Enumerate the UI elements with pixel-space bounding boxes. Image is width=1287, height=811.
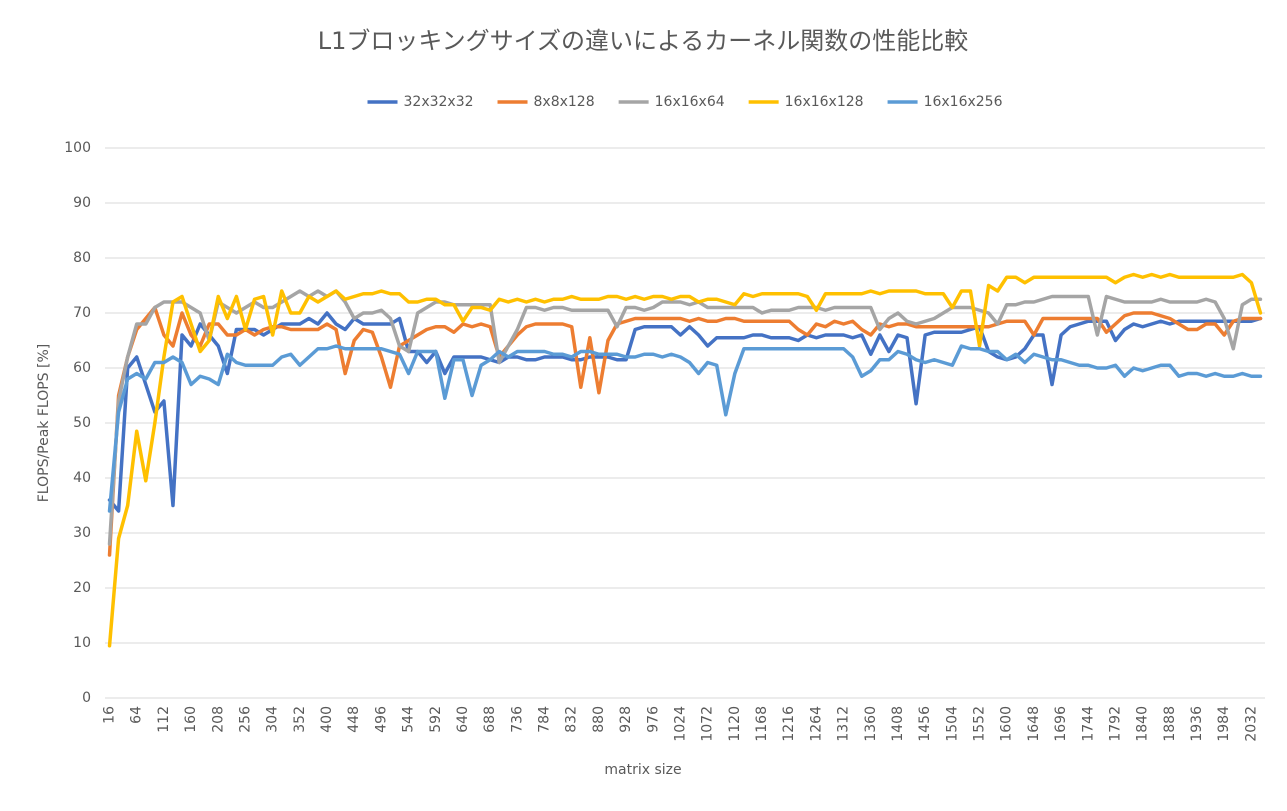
x-tick-label: 16 [102, 706, 118, 724]
legend-label: 16x16x128 [785, 94, 864, 110]
x-tick-label: 352 [292, 706, 308, 733]
y-tick-label: 20 [73, 580, 91, 596]
x-tick-label: 1984 [1216, 706, 1232, 742]
x-tick-label: 160 [183, 706, 199, 733]
y-tick-label: 90 [73, 195, 91, 211]
x-tick-label: 1168 [754, 706, 770, 742]
x-tick-label: 1024 [672, 706, 688, 742]
x-tick-label: 2032 [1243, 706, 1259, 742]
x-tick-label: 1840 [1135, 706, 1151, 742]
x-tick-label: 1648 [1026, 706, 1042, 742]
legend-label: 32x32x32 [404, 94, 474, 110]
x-tick-label: 496 [373, 706, 389, 733]
x-tick-label: 784 [537, 706, 553, 733]
series-line [107, 272, 1263, 648]
y-tick-label: 80 [73, 250, 91, 266]
y-tick-label: 30 [73, 525, 91, 541]
x-tick-label: 1696 [1053, 706, 1069, 742]
x-tick-label: 1072 [700, 706, 716, 742]
x-tick-label: 976 [645, 706, 661, 733]
series-line [107, 311, 1263, 513]
x-tick-label: 832 [564, 706, 580, 733]
x-tick-label: 1120 [727, 706, 743, 742]
x-tick-label: 1456 [917, 706, 933, 742]
x-tick-label: 208 [210, 706, 226, 733]
y-tick-label: 50 [73, 415, 91, 431]
x-tick-label: 640 [455, 706, 471, 733]
x-tick-label: 1360 [863, 706, 879, 742]
x-tick-label: 112 [156, 706, 172, 733]
chart-title: L1ブロッキングサイズの違いによるカーネル関数の性能比較 [318, 27, 968, 55]
legend-label: 8x8x128 [534, 94, 595, 110]
x-tick-label: 592 [428, 706, 444, 733]
x-tick-label: 1552 [972, 706, 988, 742]
x-tick-label: 1504 [944, 706, 960, 742]
legend-label: 16x16x256 [924, 94, 1003, 110]
x-tick-label: 1312 [836, 706, 852, 742]
y-tick-label: 100 [64, 140, 91, 156]
x-tick-label: 256 [237, 706, 253, 733]
series-line [107, 289, 1263, 546]
x-tick-label: 1600 [999, 706, 1015, 742]
series-line [107, 305, 1263, 557]
series-line [107, 344, 1263, 513]
legend-label: 16x16x64 [655, 94, 725, 110]
y-axis-label: FLOPS/Peak FLOPS [%] [36, 344, 52, 503]
x-tick-label: 736 [509, 706, 525, 733]
legend: 32x32x32 8x8x128 16x16x64 16x16x128 16x16x25… [367, 94, 1003, 110]
x-tick-label: 928 [618, 706, 634, 733]
x-tick-label: 448 [346, 706, 362, 733]
y-tick-label: 70 [73, 305, 91, 321]
x-tick-label: 1792 [1107, 706, 1123, 742]
x-tick-label: 880 [591, 706, 607, 733]
x-tick-label: 1744 [1080, 706, 1096, 742]
y-tick-label: 40 [73, 470, 91, 486]
y-tick-label: 10 [73, 635, 91, 651]
y-tick-label: 60 [73, 360, 91, 376]
x-tick-label: 1216 [781, 706, 797, 742]
x-tick-label: 1264 [808, 706, 824, 742]
x-tick-label: 1408 [890, 706, 906, 742]
x-tick-label: 1936 [1189, 706, 1205, 742]
x-tick-label: 400 [319, 706, 335, 733]
x-tick-label: 688 [482, 706, 498, 733]
y-tick-label: 0 [82, 690, 91, 706]
x-axis-label: matrix size [604, 762, 681, 778]
x-tick-label: 1888 [1162, 706, 1178, 742]
x-tick-label: 304 [265, 706, 281, 733]
x-tick-label: 544 [401, 706, 417, 733]
x-tick-label: 64 [129, 706, 145, 724]
